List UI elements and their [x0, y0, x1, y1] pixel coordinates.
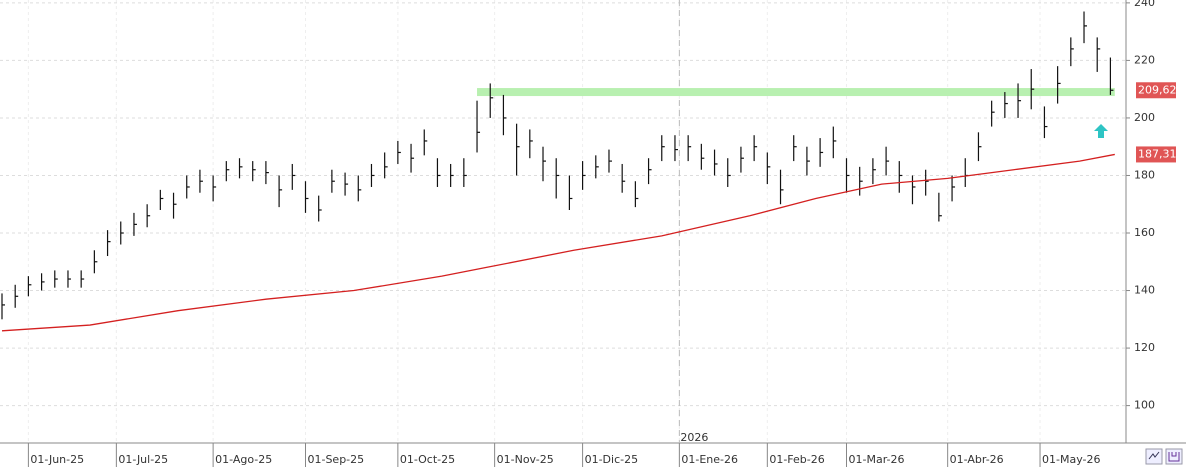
x-tick-label: 01-Feb-26: [769, 453, 824, 466]
price-tag: [1136, 146, 1176, 163]
price-tag: [1136, 82, 1176, 99]
x-tick-label: 01-Sep-25: [307, 453, 364, 466]
x-tick-label: 01-Ago-25: [215, 453, 272, 466]
y-tick-label: 180: [1134, 168, 1155, 181]
zoom-button[interactable]: [1145, 448, 1163, 465]
x-tick-label: 01-Jun-25: [30, 453, 84, 466]
y-tick-label: 120: [1134, 341, 1155, 354]
signal-arrow: [1094, 124, 1108, 138]
zoom-icon: [1148, 451, 1160, 460]
y-tick-label: 160: [1134, 226, 1155, 239]
toolbar[interactable]: [1145, 448, 1183, 465]
y-tick-label: 200: [1134, 111, 1155, 124]
x-tick-label: 01-May-26: [1042, 453, 1100, 466]
x-tick-label: 01-Nov-25: [497, 453, 554, 466]
level-band: [477, 88, 1115, 97]
x-tick-label: 01-Mar-26: [849, 453, 905, 466]
year-label: 2026: [680, 431, 708, 444]
x-tick-label: 01-Oct-25: [400, 453, 455, 466]
y-tick-label: 140: [1134, 284, 1155, 297]
price-tag-label: 209,62: [1138, 83, 1177, 96]
price-tag-label: 187,31: [1138, 147, 1177, 160]
x-tick-label: 01-Dic-25: [585, 453, 639, 466]
y-tick-label: 100: [1134, 399, 1155, 412]
x-tick-label: 01-Abr-26: [950, 453, 1004, 466]
moving-average: [1, 153, 1115, 332]
x-tick-label: 01-Ene-26: [681, 453, 738, 466]
save-icon: [1168, 452, 1180, 462]
x-tick-label: 01-Jul-25: [118, 453, 168, 466]
y-tick-label: 220: [1134, 53, 1155, 66]
y-tick-label: 240: [1134, 0, 1155, 9]
